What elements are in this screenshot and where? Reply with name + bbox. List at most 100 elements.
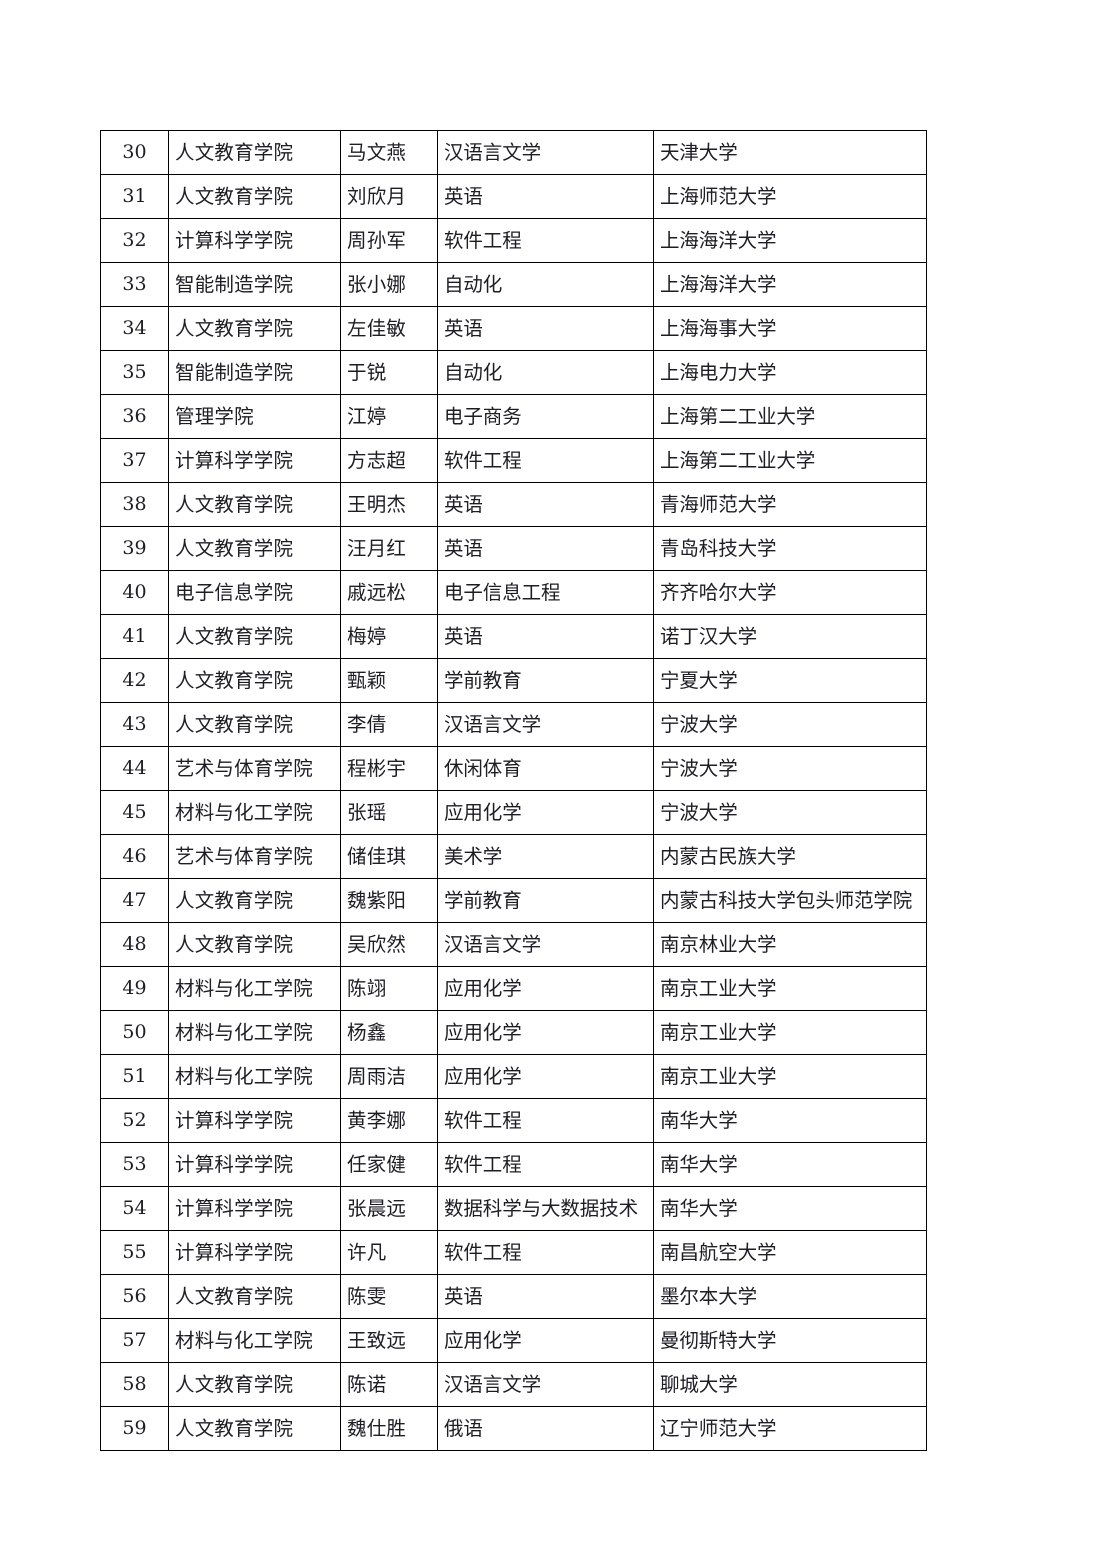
table-row: 31 人文教育学院 刘欣月 英语 上海师范大学 [100,174,927,219]
row-major: 数据科学与大数据技术 [437,1186,654,1231]
row-name-text: 王明杰 [347,493,407,516]
roster-table-container: 30 人文教育学院 马文燕 汉语言文学 天津大学 31 人文教育学院 刘欣月 英语 上海师范大学 3… [100,130,927,1451]
row-major-text: 学前教育 [444,889,522,912]
row-index: 36 [100,394,169,439]
row-major: 应用化学 [437,966,654,1011]
row-major: 软件工程 [437,1142,654,1187]
row-college-text: 计算科学学院 [175,1109,294,1132]
row-college-text: 计算科学学院 [175,1241,294,1264]
row-major-text: 英语 [444,1285,483,1308]
row-school: 辽宁师范大学 [653,1406,927,1451]
row-school-text: 南京工业大学 [660,1021,777,1044]
row-college: 计算科学学院 [168,218,341,263]
row-major: 自动化 [437,350,654,395]
row-school-text: 辽宁师范大学 [660,1417,777,1440]
row-major-text: 电子商务 [444,405,522,428]
row-school-text: 上海海事大学 [660,317,777,340]
row-college-text: 人文教育学院 [175,933,294,956]
row-name-text: 周雨洁 [347,1065,407,1088]
table-row: 56 人文教育学院 陈雯 英语 墨尔本大学 [100,1274,927,1319]
row-school-text: 聊城大学 [660,1373,738,1396]
row-index-text: 42 [122,669,147,691]
row-major-text: 英语 [444,493,483,516]
table-row: 58 人文教育学院 陈诺 汉语言文学 聊城大学 [100,1362,927,1407]
row-index-text: 46 [122,845,147,867]
row-index-text: 53 [122,1153,147,1175]
row-major-text: 汉语言文学 [444,1373,542,1396]
row-name-text: 梅婷 [347,625,387,648]
row-major-text: 英语 [444,317,483,340]
row-college: 人文教育学院 [168,174,341,219]
row-school: 齐齐哈尔大学 [653,570,927,615]
row-major: 应用化学 [437,1054,654,1099]
row-major-text: 软件工程 [444,229,522,252]
row-major: 应用化学 [437,1318,654,1363]
row-name: 刘欣月 [340,174,438,219]
row-school-text: 诺丁汉大学 [660,625,758,648]
row-major: 学前教育 [437,878,654,923]
row-index-text: 32 [122,229,147,251]
row-name: 魏仕胜 [340,1406,438,1451]
row-name: 江婷 [340,394,438,439]
row-major: 汉语言文学 [437,922,654,967]
row-college-text: 材料与化工学院 [175,1329,313,1352]
row-index: 50 [100,1010,169,1055]
row-college: 艺术与体育学院 [168,834,341,879]
row-college: 人文教育学院 [168,482,341,527]
table-row: 43 人文教育学院 李倩 汉语言文学 宁波大学 [100,702,927,747]
row-index-text: 34 [122,317,147,339]
row-school-text: 南华大学 [660,1153,738,1176]
row-major-text: 软件工程 [444,449,522,472]
row-name-text: 周孙军 [347,229,407,252]
row-name-text: 马文燕 [347,141,407,164]
row-school: 聊城大学 [653,1362,927,1407]
row-major-text: 汉语言文学 [444,713,542,736]
row-college: 材料与化工学院 [168,1010,341,1055]
row-index: 30 [100,130,169,175]
row-index: 33 [100,262,169,307]
row-name: 陈雯 [340,1274,438,1319]
row-name: 左佳敏 [340,306,438,351]
row-major: 应用化学 [437,1010,654,1055]
row-school-text: 宁夏大学 [660,669,738,692]
row-college-text: 艺术与体育学院 [175,757,313,780]
row-name-text: 汪月红 [347,537,407,560]
row-school: 宁波大学 [653,790,927,835]
row-name: 张小娜 [340,262,438,307]
row-name-text: 于锐 [347,361,387,384]
row-school: 南京工业大学 [653,1010,927,1055]
row-major: 休闲体育 [437,746,654,791]
row-index: 31 [100,174,169,219]
row-name-text: 吴欣然 [347,933,407,956]
row-school-text: 青海师范大学 [660,493,777,516]
row-college: 计算科学学院 [168,1098,341,1143]
table-row: 45 材料与化工学院 张瑶 应用化学 宁波大学 [100,790,927,835]
roster-table: 30 人文教育学院 马文燕 汉语言文学 天津大学 31 人文教育学院 刘欣月 英语 上海师范大学 3… [100,130,927,1451]
row-name-text: 陈翊 [347,977,387,1000]
row-name-text: 魏紫阳 [347,889,407,912]
row-major: 汉语言文学 [437,1362,654,1407]
row-name: 于锐 [340,350,438,395]
row-school-text: 宁波大学 [660,757,738,780]
row-index-text: 33 [122,273,147,295]
row-school-text: 南华大学 [660,1109,738,1132]
row-index: 53 [100,1142,169,1187]
row-name-text: 甄颖 [347,669,387,692]
row-school-text: 内蒙古民族大学 [660,845,796,868]
row-index-text: 59 [122,1417,147,1439]
row-college-text: 人文教育学院 [175,185,294,208]
row-index: 54 [100,1186,169,1231]
row-school: 青岛科技大学 [653,526,927,571]
table-row: 40 电子信息学院 戚远松 电子信息工程 齐齐哈尔大学 [100,570,927,615]
row-name-text: 陈诺 [347,1373,387,1396]
row-major-text: 应用化学 [444,1065,522,1088]
row-index: 51 [100,1054,169,1099]
row-index-text: 48 [122,933,147,955]
row-major-text: 自动化 [444,361,503,384]
row-college-text: 计算科学学院 [175,449,294,472]
row-school-text: 南京工业大学 [660,977,777,1000]
roster-table-body: 30 人文教育学院 马文燕 汉语言文学 天津大学 31 人文教育学院 刘欣月 英语 上海师范大学 3… [100,130,927,1451]
row-college: 人文教育学院 [168,658,341,703]
row-major: 英语 [437,1274,654,1319]
row-college: 计算科学学院 [168,1230,341,1275]
